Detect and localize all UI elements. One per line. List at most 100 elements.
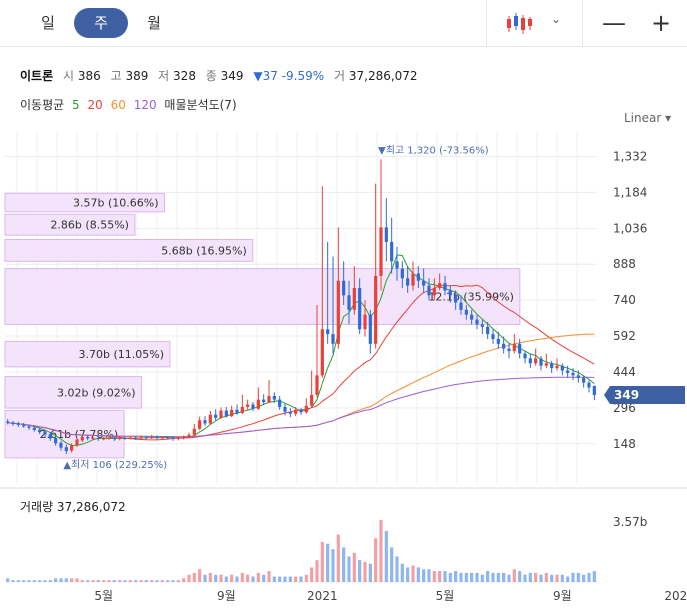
candle-body xyxy=(43,431,47,435)
candle-body xyxy=(6,421,10,423)
candle-body xyxy=(379,227,383,276)
candle-body xyxy=(310,394,314,406)
volume-bar xyxy=(75,578,79,582)
scale-selector[interactable]: Linear ▾ xyxy=(624,111,672,125)
candle-body xyxy=(555,365,559,369)
chart-type-selector[interactable]: ⌄ xyxy=(486,0,583,46)
candle-body xyxy=(331,334,335,344)
candle-body xyxy=(123,437,127,439)
volume-bar xyxy=(454,571,458,582)
max-price-annotation: ▼최고 1,320 (-73.56%) xyxy=(378,144,489,156)
y-tick-label: 296 xyxy=(613,401,636,415)
volume-profile-bar xyxy=(4,238,254,262)
candle-body xyxy=(16,423,20,425)
volume-bar xyxy=(59,578,63,582)
grid-lines xyxy=(5,130,597,484)
volume-bar xyxy=(102,580,106,582)
current-price-tag xyxy=(604,386,685,405)
indicator-legend[interactable]: 이동평균 5 20 60 120 매물분석도(7) xyxy=(20,96,241,113)
candle-body xyxy=(475,319,479,325)
volume-bar xyxy=(496,572,500,582)
volume-bar xyxy=(278,576,282,582)
ma-20-label: 20 xyxy=(87,98,103,112)
close-value: 349 xyxy=(220,69,244,83)
candle-body xyxy=(544,363,548,366)
volume-bar xyxy=(91,580,95,582)
candle-body xyxy=(374,275,378,344)
candle-body xyxy=(230,409,234,417)
volume-bar xyxy=(528,572,532,582)
volume-bar xyxy=(544,572,548,582)
volume-profile-label: 2.61b (7.78%) xyxy=(40,428,119,441)
ma-120-label: 120 xyxy=(133,98,157,112)
volume-bar xyxy=(560,574,564,582)
volume-bar xyxy=(326,543,330,582)
volume-bar xyxy=(246,574,250,582)
candle-body xyxy=(70,445,74,451)
candle-body xyxy=(182,437,186,438)
volume-bar xyxy=(272,576,276,582)
volume-bar xyxy=(384,530,388,582)
candle-body xyxy=(22,424,26,427)
candle-body xyxy=(491,334,495,339)
candle-body xyxy=(139,437,143,439)
volume-bar xyxy=(555,574,559,582)
minimize-button[interactable]: — xyxy=(602,9,626,37)
volume-bar xyxy=(262,574,266,582)
candle-body xyxy=(64,447,68,452)
zoom-button[interactable]: + xyxy=(650,9,672,37)
volume-bar xyxy=(86,580,90,582)
volume-bar xyxy=(427,569,431,582)
ma-20-line xyxy=(7,284,595,441)
volume-bar xyxy=(283,576,287,582)
volume-bar xyxy=(187,574,191,582)
period-tab-week[interactable]: 주 xyxy=(74,8,128,38)
volume-bar xyxy=(230,574,234,582)
volume-bar xyxy=(54,578,58,582)
candlestick-icon xyxy=(507,13,532,34)
candle-body xyxy=(262,399,266,403)
volume-bar xyxy=(251,576,255,582)
y-tick-label: 592 xyxy=(613,329,636,343)
period-tab-month[interactable]: 월 xyxy=(147,14,161,32)
volume-bar xyxy=(368,563,372,582)
volume-bar xyxy=(523,574,527,582)
candle-body xyxy=(523,353,527,359)
volume-bar xyxy=(406,567,410,582)
candle-body xyxy=(203,420,207,424)
candle-body xyxy=(166,437,170,439)
candle-body xyxy=(427,285,431,296)
x-tick-label: 2022 xyxy=(664,589,687,603)
volume-bar xyxy=(459,572,463,582)
volume-bar xyxy=(480,574,484,582)
volume-bar xyxy=(139,580,143,582)
candle-body xyxy=(304,405,308,413)
volume-bar xyxy=(475,572,479,582)
candle-body xyxy=(144,437,148,439)
y-tick-label: 1,332 xyxy=(613,150,647,164)
volume-bar xyxy=(294,576,298,582)
volume-bar xyxy=(107,580,111,582)
stock-name: 이트론 xyxy=(20,69,54,83)
volume-bar xyxy=(310,567,314,582)
candle-body xyxy=(326,329,330,335)
change-value: ▼37 -9.59% xyxy=(253,69,325,83)
volume-bar xyxy=(534,572,538,582)
candle-body xyxy=(395,261,399,269)
min-price-annotation: ▲최저 106 (229.25%) xyxy=(63,459,167,471)
candle-body xyxy=(459,302,463,310)
volume-bar xyxy=(390,547,394,582)
volume-bar xyxy=(224,576,228,582)
candle-body xyxy=(566,370,570,373)
candle-body xyxy=(384,227,388,242)
x-tick-label: 9월 xyxy=(217,589,236,603)
candle-body xyxy=(32,427,36,430)
candle-body xyxy=(352,288,356,310)
volume-bar xyxy=(235,576,239,582)
volume-profile-bar xyxy=(4,268,521,325)
candle-body xyxy=(534,358,538,364)
volume-bar xyxy=(470,572,474,582)
period-tab-day[interactable]: 일 xyxy=(41,14,55,32)
candle-body xyxy=(27,426,31,428)
